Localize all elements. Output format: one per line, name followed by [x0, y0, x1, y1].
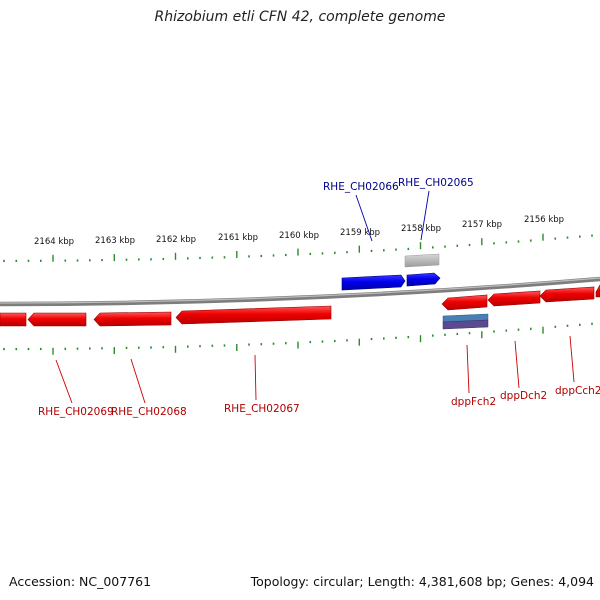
leader-line: [130, 358, 146, 404]
leader-line: [514, 340, 520, 389]
leader-line: [55, 359, 73, 404]
gene-label-rhe-ch02067[interactable]: RHE_CH02067: [224, 403, 300, 415]
gene-label-rhe-ch02068[interactable]: RHE_CH02068: [111, 406, 187, 418]
gene-label-rhe-ch02065[interactable]: RHE_CH02065: [398, 177, 474, 189]
reverse-genes: [0, 284, 600, 330]
feature-box-gray[interactable]: [404, 253, 440, 268]
gene-arrow-dppdch2[interactable]: [487, 290, 541, 307]
gene-label-dppdch2[interactable]: dppDch2: [500, 390, 547, 402]
leader-line: [420, 190, 430, 241]
genome-backbone-highlight: [0, 277, 600, 304]
tick-label: 2158 kbp: [401, 224, 441, 234]
gene-arrow-rhe-ch02065[interactable]: [406, 272, 441, 287]
accession-text: Accession: NC_007761: [9, 574, 152, 589]
leader-line: [254, 354, 257, 401]
tick-label: 2159 kbp: [340, 228, 380, 238]
tick-label: 2156 kbp: [524, 215, 564, 225]
tick-label: 2164 kbp: [34, 237, 74, 247]
gene-arrow-rhe-ch02069[interactable]: [27, 312, 87, 327]
genome-title: Rhizobium etli CFN 42, complete genome: [154, 9, 446, 25]
leader-line: [466, 344, 470, 394]
genome-backbone: [0, 276, 600, 307]
leader-line: [355, 194, 373, 242]
ruler-labels: 2164 kbp 2163 kbp 2162 kbp 2161 kbp 2160…: [34, 215, 564, 247]
gene-arrow-right-edge[interactable]: [595, 284, 600, 298]
gene-arrow-dppfch2[interactable]: [441, 294, 488, 311]
genome-summary-text: Topology: circular; Length: 4,381,608 bp…: [250, 574, 594, 589]
tick-label: 2157 kbp: [462, 220, 502, 230]
leader-line: [569, 335, 575, 383]
label-leader-lines: [55, 190, 575, 404]
gene-label-rhe-ch02066[interactable]: RHE_CH02066: [323, 181, 399, 193]
gene-label-dppfch2[interactable]: dppFch2: [451, 396, 496, 408]
gene-labels: RHE_CH02066 RHE_CH02065 RHE_CH02069 RHE_…: [38, 177, 600, 418]
gene-arrow-left-edge[interactable]: [0, 312, 27, 327]
tick-label: 2163 kbp: [95, 236, 135, 246]
feature-box-purple[interactable]: [442, 319, 489, 330]
gene-arrow-dppcch2[interactable]: [539, 286, 595, 303]
gene-label-dppcch2[interactable]: dppCch2: [555, 385, 600, 397]
gene-arrow-rhe-ch02068[interactable]: [93, 311, 172, 327]
ruler-ticks: [3, 233, 593, 355]
gene-arrow-rhe-ch02066[interactable]: [341, 274, 406, 291]
gene-arrow-rhe-ch02067[interactable]: [175, 305, 332, 325]
gene-label-rhe-ch02069[interactable]: RHE_CH02069: [38, 406, 114, 418]
tick-label: 2162 kbp: [156, 235, 196, 245]
forward-genes: [341, 253, 441, 291]
tick-label: 2161 kbp: [218, 233, 258, 243]
tick-label: 2160 kbp: [279, 231, 319, 241]
